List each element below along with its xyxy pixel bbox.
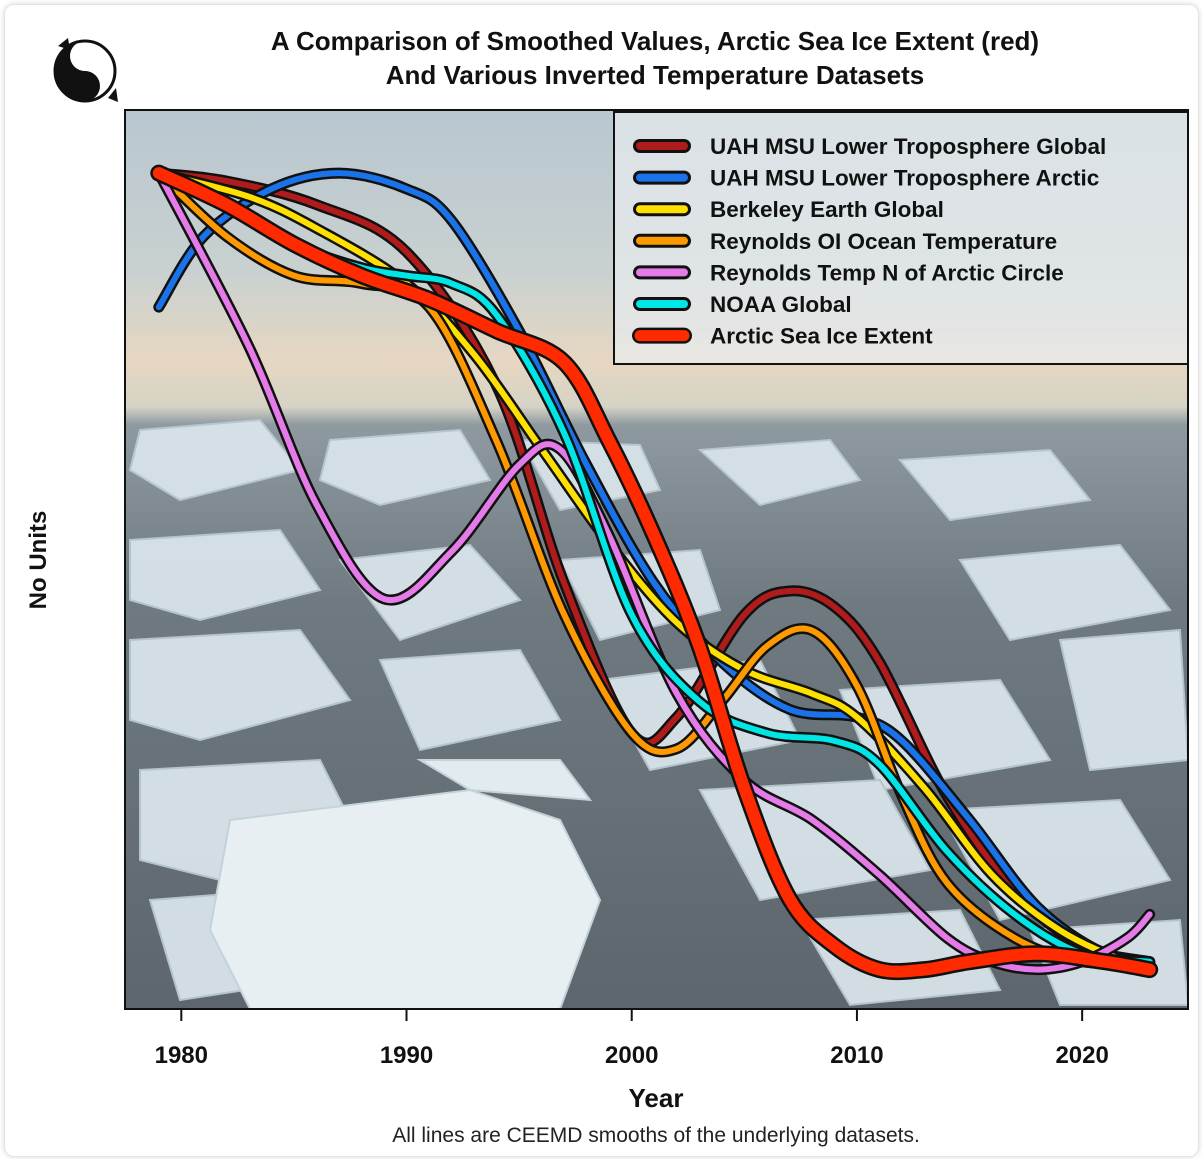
legend-label-uah-msu-lower-troposphere-global: UAH MSU Lower Troposphere Global [710,134,1106,159]
legend: UAH MSU Lower Troposphere Global UAH MSU … [613,111,1189,365]
chart-caption: All lines are CEEMD smooths of the under… [392,1124,920,1147]
series-line-arctic-sea-ice-extent [152,167,1156,978]
legend-label-reynolds-oi-ocean-temperature: Reynolds OI Ocean Temperature [710,229,1057,254]
legend-label-noaa-global: NOAA Global [710,292,852,317]
legend-label-uah-msu-lower-troposphere-arctic: UAH MSU Lower Troposphere Arctic [710,166,1099,191]
legend-label-berkeley-earth-global: Berkeley Earth Global [710,197,944,222]
x-axis: 1980 1990 2000 2010 2020 [155,1009,1109,1069]
chart-title: A Comparison of Smoothed Values, Arctic … [200,24,1110,92]
legend-box [613,111,1189,365]
yin-yang-logo [50,36,120,106]
series-line-berkeley-earth-global [155,170,1153,967]
legend-label-reynolds-temp-n-of-arctic-circle: Reynolds Temp N of Arctic Circle [710,260,1064,285]
series-lines [150,164,1159,981]
chart-title-line-1: A Comparison of Smoothed Values, Arctic … [270,26,1040,56]
y-axis-label: No Units [25,510,52,610]
x-tick-label: 2010 [830,1042,883,1069]
legend-label-arctic-sea-ice-extent: Arctic Sea Ice Extent [710,324,933,349]
chart-title-line-2: And Various Inverted Temperature Dataset… [385,60,925,90]
x-axis-label: Year [628,1083,684,1113]
x-tick-label: 2020 [1055,1042,1108,1069]
series-line-uah-msu-lower-troposphere-arctic [155,170,1153,965]
x-tick-label: 1980 [155,1042,208,1069]
plot-frame [124,109,1189,1010]
series-line-uah-msu-lower-troposphere-global [155,170,1153,965]
x-tick-label: 2000 [605,1042,658,1069]
x-tick-label: 1990 [380,1042,433,1069]
